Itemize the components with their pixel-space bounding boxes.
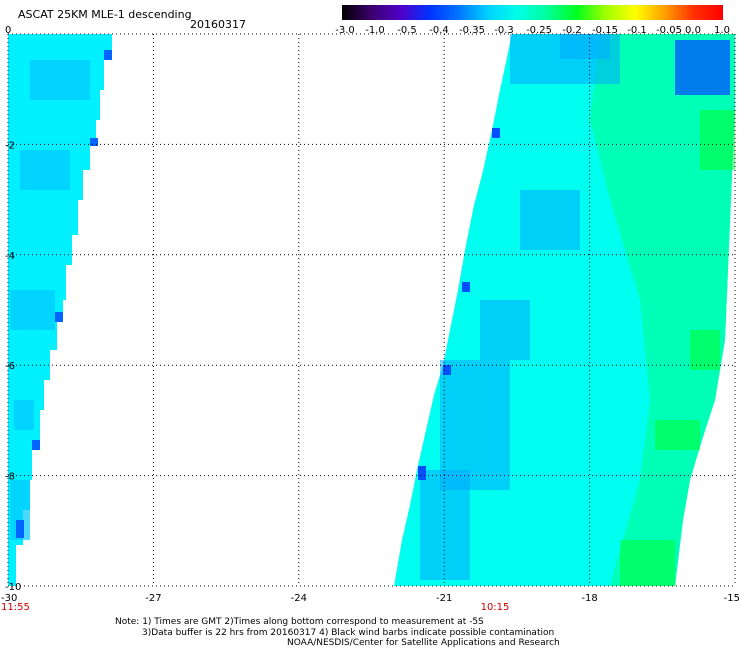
colorbar-label: -0.1 (627, 25, 647, 36)
lon-label: -24 (291, 593, 307, 604)
colorbar-label: -0.15 (592, 25, 618, 36)
notes: Note: 1) Times are GMT 2)Times along bot… (115, 617, 560, 649)
colorbar-label: -1.0 (365, 25, 385, 36)
lon-label: -27 (145, 593, 161, 604)
lon-label: -18 (581, 593, 597, 604)
note-line-2: 3)Data buffer is 22 hrs from 20160317 4)… (142, 627, 555, 638)
lon-label: -15 (724, 593, 740, 604)
grid-layer (7, 33, 736, 587)
lon-label: -21 (436, 593, 452, 604)
colorbar-label: -0.3 (494, 25, 514, 36)
time-label: 10:15 (481, 602, 510, 613)
colorbar-label: -3.0 (335, 25, 355, 36)
time-label: 11:55 (1, 602, 30, 613)
lat-label: -2 (5, 140, 15, 151)
note-line-3: NOAA/NESDIS/Center for Satellite Applica… (287, 638, 560, 648)
note-line-1: Note: 1) Times are GMT 2)Times along bot… (115, 617, 484, 627)
lat-label: -6 (5, 361, 15, 372)
map-title: ASCAT 25KM MLE-1 descending (18, 8, 192, 21)
lat-label: -4 (5, 251, 15, 262)
colorbar-label: -0.4 (429, 25, 449, 36)
lat-label: -8 (5, 472, 15, 483)
colorbar (342, 5, 723, 20)
lat-label: 0 (5, 25, 11, 36)
colorbar-label: -0.5 (397, 25, 417, 36)
colorbar-label: -0.05 (656, 25, 682, 36)
axis-labels: 0 -2 -4 -6 -8 -10-30 -27 -24 -21 -18 -15 11:55 10:15 (1, 25, 740, 613)
colorbar-label: -0.25 (526, 25, 552, 36)
swath-layer (8, 34, 735, 586)
lon-label: -30 (1, 593, 17, 604)
colorbar-label: -0.35 (459, 25, 485, 36)
colorbar-label: 0.0 (685, 25, 701, 36)
lat-label: -10 (5, 582, 21, 593)
colorbar-label: 1.0 (714, 25, 730, 36)
colorbar-labels: -3.0 -1.0 -0.5 -0.4 -0.35 -0.3 -0.25 -0.2 -0.15-… (332, 25, 732, 39)
colorbar-label: -0.2 (562, 25, 582, 36)
map-date: 20160317 (190, 18, 246, 31)
